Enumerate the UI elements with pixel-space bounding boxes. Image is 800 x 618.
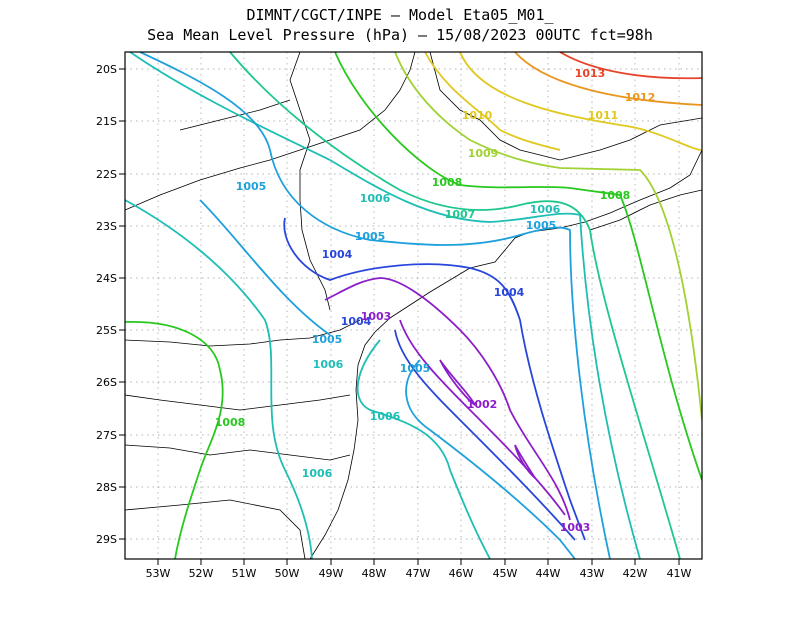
lon-label: 45W [493,567,518,580]
contour-label: 1006 [302,467,333,480]
isobar-1002 [439,359,476,406]
lon-label: 44W [536,567,561,580]
contour-label: 1003 [361,310,392,323]
lat-label: 28S [96,481,117,494]
contour-label: 1006 [370,410,401,423]
isobar-1009 [394,52,702,421]
contour-label: 1006 [313,358,344,371]
contour-label: 1002 [467,398,498,411]
contour-label: 1005 [526,219,557,232]
contour-label: 1013 [575,67,606,80]
contour-label: 1008 [432,176,463,189]
isobar-1003-north [324,277,571,521]
lon-label: 52W [189,567,214,580]
longitude-labels: 53W 52W 51W 50W 49W 48W 47W 46W 45W 44W … [146,567,692,580]
lon-label: 42W [623,567,648,580]
contour-label: 1005 [236,180,267,193]
isobar-1006-north [129,52,641,559]
coastline-and-borders [125,52,702,559]
contour-label: 1007 [445,208,476,221]
axis-ticks [119,68,680,565]
lon-label: 49W [319,567,344,580]
isobar-1013 [559,52,702,80]
contour-label: 1011 [588,109,619,122]
contour-label: 1009 [468,147,499,160]
contour-label: 1004 [322,248,353,261]
chart-title-line-1: DIMNT/CGCT/INPE – Model Eta05_M01_ [246,6,554,24]
contour-label: 1004 [494,286,525,299]
lon-label: 41W [667,567,692,580]
contour-label: 1008 [215,416,246,429]
contour-label: 1012 [625,91,656,104]
lat-label: 23S [96,220,117,233]
plot-frame [124,51,703,560]
isobars [125,52,702,559]
isobar-1012 [514,52,702,106]
lon-label: 47W [406,567,431,580]
lon-label: 51W [232,567,257,580]
isobar-1007 [229,52,681,559]
contour-label: 1010 [462,109,493,122]
contour-labels: 1013 1012 1011 1010 1009 1008 1008 1008 … [215,67,656,534]
isobar-1011 [459,52,702,151]
isobar-1004 [283,217,586,541]
contour-label: 1005 [312,333,343,346]
lat-label: 25S [96,324,117,337]
isobar-1006-west [125,199,313,559]
isobar-1008-north [334,52,702,481]
contour-label: 1003 [560,521,591,534]
lon-label: 43W [580,567,605,580]
contour-label: 1008 [600,189,631,202]
isobar-1005-south [405,359,576,559]
lat-label: 22S [96,168,117,181]
contour-label: 1006 [360,192,391,205]
contour-label: 1006 [530,203,561,216]
lon-label: 50W [275,567,300,580]
chart-title-line-2: Sea Mean Level Pressure (hPa) – 15/08/20… [147,26,653,44]
lon-label: 53W [146,567,171,580]
lat-label: 27S [96,429,117,442]
lon-label: 48W [362,567,387,580]
isobar-1005-north [139,52,611,559]
lat-label: 24S [96,272,117,285]
lat-label: 20S [96,63,117,76]
isobar-1005-west [199,199,331,336]
latitude-labels: 20S 21S 22S 23S 24S 25S 26S 27S 28S 29S [96,63,117,546]
isobar-1008-west [125,321,224,559]
lon-label: 46W [449,567,474,580]
isobar-1004-coast [394,329,576,541]
lat-label: 26S [96,376,117,389]
contour-label: 1005 [400,362,431,375]
isobar-1002-cell [514,444,536,479]
isobar-1010 [424,52,561,151]
lat-label: 29S [96,533,117,546]
contour-label: 1004 [341,315,372,328]
isobar-1006-south [356,339,491,559]
isobar-1003-south [399,319,566,516]
contour-label: 1005 [355,230,386,243]
grid-lines [125,52,702,559]
lat-label: 21S [96,115,117,128]
